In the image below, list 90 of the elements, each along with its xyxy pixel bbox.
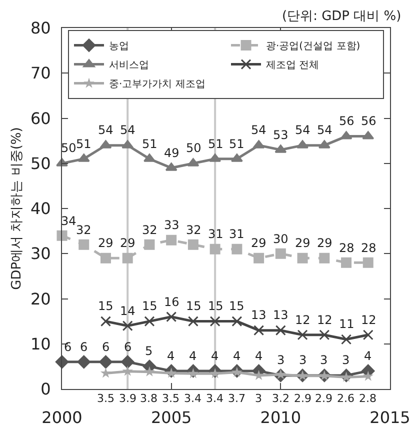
x-tick-label: 2010 (260, 408, 302, 428)
y-tick-label: 70 (30, 64, 51, 83)
y-tick-label: 40 (30, 199, 51, 218)
legend-label: 광·공업(건설업 포함) (266, 41, 360, 52)
x-tick-label: 2000 (42, 408, 82, 428)
y-tick-label: 10 (30, 334, 51, 354)
data-label: 4 (189, 349, 197, 363)
data-label: 2.9 (315, 392, 332, 405)
data-label: 4 (364, 349, 372, 363)
data-label: 29 (120, 236, 136, 250)
data-label: 28 (361, 241, 376, 255)
data-label: 15 (98, 299, 114, 313)
data-label: 31 (229, 227, 244, 241)
y-tick-label: 30 (30, 244, 51, 264)
data-label: 51 (208, 137, 224, 151)
data-label: 3.4 (184, 392, 202, 405)
data-label: 28 (339, 241, 354, 255)
y-tick-label: 50 (30, 154, 51, 173)
data-label: 15 (208, 299, 224, 313)
data-label: 51 (229, 137, 244, 151)
data-label: 3 (255, 392, 262, 405)
data-label: 3 (342, 353, 350, 367)
data-label: 33 (164, 218, 180, 232)
data-label: 12 (361, 313, 376, 327)
data-label: 32 (142, 223, 158, 237)
data-label: 2.8 (359, 392, 376, 405)
data-label: 4 (211, 349, 219, 363)
data-label: 54 (251, 123, 266, 137)
data-label: 2.9 (294, 392, 312, 405)
data-label: 15 (186, 299, 202, 313)
data-label: 5 (145, 344, 153, 358)
legend-label: 농업 (109, 41, 129, 52)
data-label: 3.2 (272, 392, 290, 405)
y-tick-label: 20 (30, 289, 51, 308)
data-label: 56 (339, 114, 354, 128)
data-label: 32 (186, 223, 202, 237)
data-label: 3 (277, 353, 285, 367)
data-label: 50 (186, 141, 202, 155)
data-label: 12 (295, 313, 310, 327)
data-label: 6 (80, 340, 88, 354)
data-label: 15 (229, 299, 244, 313)
data-label: 3.5 (97, 392, 114, 405)
data-label: 13 (251, 308, 266, 322)
y-tick-label: 60 (30, 108, 51, 128)
data-label: 49 (164, 146, 180, 160)
data-label: 32 (76, 223, 92, 237)
data-label: 11 (339, 317, 354, 331)
data-label: 51 (142, 137, 158, 151)
data-label: 3.9 (119, 392, 136, 405)
legend-label: 제조업 전체 (266, 60, 320, 72)
legend-label: 서비스업 (109, 60, 149, 72)
data-label: 29 (98, 236, 114, 250)
data-label: 51 (76, 137, 92, 151)
data-label: 3.5 (162, 392, 180, 405)
data-label: 54 (295, 123, 310, 137)
data-label: 6 (124, 340, 132, 354)
data-label: 29 (317, 236, 332, 250)
data-label: 53 (273, 128, 288, 142)
data-label: 2.6 (337, 392, 354, 405)
data-label: 4 (233, 349, 241, 363)
data-label: 3.8 (140, 392, 158, 405)
data-label: 3 (299, 353, 307, 367)
text: (단위: GDP 대비 %) (282, 9, 402, 24)
x-tick-label: 2005 (150, 408, 192, 428)
data-label: 3.4 (206, 392, 224, 405)
data-label: 14 (120, 304, 136, 318)
data-label: 15 (142, 299, 158, 313)
y-axis-title: GDP에서 차지하는 비중(%) (9, 127, 24, 290)
data-label: 54 (98, 123, 114, 137)
data-label: 3.7 (228, 392, 246, 405)
data-label: 3 (320, 353, 328, 367)
data-label: 12 (317, 313, 332, 327)
legend-label: 중·고부가가치 제조업 (109, 79, 206, 90)
data-label: 16 (164, 295, 180, 309)
x-tick-label: 2015 (370, 408, 410, 428)
data-label: 50 (61, 141, 76, 155)
data-label: 56 (361, 114, 376, 128)
data-label: 6 (64, 340, 72, 354)
data-label: 30 (273, 232, 288, 246)
data-label: 6 (102, 340, 110, 354)
data-label: 4 (255, 349, 263, 363)
y-tick-label: 80 (30, 18, 51, 38)
data-label: 13 (273, 308, 288, 322)
data-label: 54 (317, 123, 332, 137)
data-label: 54 (120, 123, 136, 137)
data-label: 31 (208, 227, 224, 241)
data-label: 29 (295, 236, 310, 250)
data-label: 4 (167, 349, 175, 363)
data-label: 29 (251, 236, 266, 250)
y-tick-label: 0 (40, 380, 51, 399)
